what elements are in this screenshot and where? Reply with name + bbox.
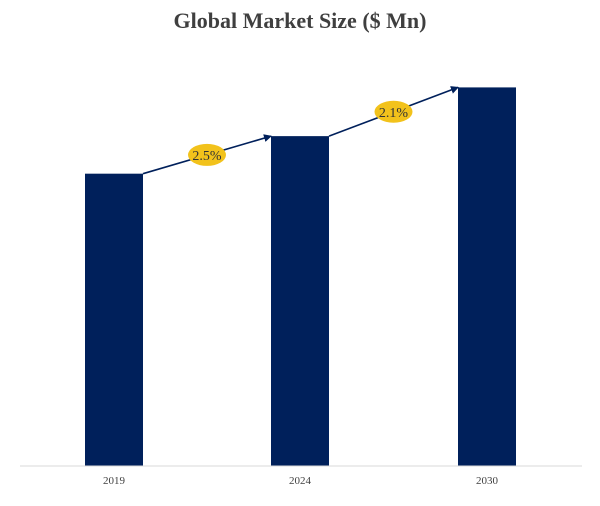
bar-2019 xyxy=(85,173,143,466)
bars-layer xyxy=(85,87,516,466)
x-tick-label-2019: 2019 xyxy=(103,475,126,487)
bar-2030 xyxy=(458,87,516,466)
growth-label-2024-2030: 2.1% xyxy=(379,106,409,121)
chart-title: Global Market Size ($ Mn) xyxy=(173,8,427,33)
x-tick-labels: 2019 2024 2030 xyxy=(103,475,499,487)
growth-label-2019-2024: 2.5% xyxy=(192,149,222,164)
growth-badge-2019-2024 xyxy=(188,143,226,166)
x-tick-label-2030: 2030 xyxy=(476,475,499,487)
growth-badges: 2.5% 2.1% xyxy=(188,100,413,166)
growth-badge-2024-2030 xyxy=(374,100,413,123)
bar-2024 xyxy=(271,136,329,466)
x-tick-label-2024: 2024 xyxy=(289,475,312,487)
